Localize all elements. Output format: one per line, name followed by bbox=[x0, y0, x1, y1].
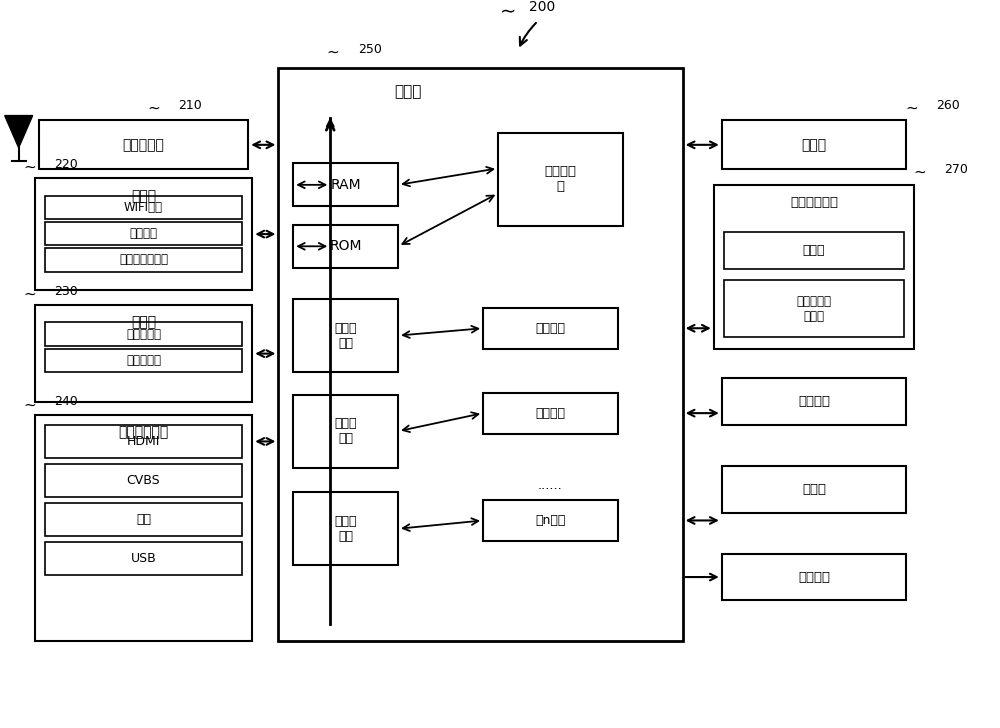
Text: 第一接口: 第一接口 bbox=[535, 322, 565, 335]
Text: ......: ...... bbox=[538, 479, 562, 492]
Bar bbox=[483, 500, 618, 541]
Text: 260: 260 bbox=[936, 99, 960, 111]
Text: 250: 250 bbox=[358, 43, 382, 56]
Bar bbox=[483, 308, 618, 349]
Text: ∼: ∼ bbox=[913, 165, 926, 180]
Text: 供电电源: 供电电源 bbox=[798, 395, 830, 408]
Text: 用户接口: 用户接口 bbox=[798, 571, 830, 584]
Bar bbox=[722, 120, 906, 169]
Bar bbox=[45, 222, 242, 245]
Bar bbox=[45, 542, 242, 575]
Text: 音频输出接口: 音频输出接口 bbox=[790, 196, 838, 209]
Text: ∼: ∼ bbox=[327, 45, 340, 60]
Text: 存储器: 存储器 bbox=[802, 483, 826, 496]
Text: ∼: ∼ bbox=[147, 100, 160, 116]
Text: ∼: ∼ bbox=[23, 397, 36, 412]
Bar bbox=[293, 163, 398, 206]
Text: 扬声器: 扬声器 bbox=[803, 244, 825, 257]
Bar bbox=[45, 323, 242, 346]
Text: ∼: ∼ bbox=[905, 100, 918, 116]
Text: 调谐解调器: 调谐解调器 bbox=[123, 138, 164, 152]
Bar bbox=[498, 133, 623, 226]
Text: 230: 230 bbox=[55, 285, 78, 298]
Bar bbox=[293, 225, 398, 268]
Bar bbox=[722, 466, 906, 513]
Polygon shape bbox=[5, 116, 33, 148]
Text: 第n接口: 第n接口 bbox=[535, 514, 566, 527]
Text: 音频处
理器: 音频处 理器 bbox=[334, 515, 357, 543]
Text: 外接音响输
出端子: 外接音响输 出端子 bbox=[797, 295, 832, 323]
Text: 分量: 分量 bbox=[136, 513, 151, 526]
Text: 视频处
理器: 视频处 理器 bbox=[334, 322, 357, 349]
Text: CVBS: CVBS bbox=[127, 474, 160, 487]
Text: 声音采集器: 声音采集器 bbox=[126, 328, 161, 341]
Text: WIFI模块: WIFI模块 bbox=[124, 201, 163, 214]
Bar bbox=[35, 415, 252, 641]
Text: 中央处理
器: 中央处理 器 bbox=[544, 165, 576, 194]
Bar bbox=[278, 68, 683, 641]
Text: 270: 270 bbox=[944, 163, 968, 176]
Text: 第二接口: 第二接口 bbox=[535, 407, 565, 419]
Bar bbox=[714, 185, 914, 349]
Bar bbox=[45, 425, 242, 458]
Text: 240: 240 bbox=[55, 395, 78, 408]
Bar bbox=[722, 378, 906, 425]
Bar bbox=[35, 178, 252, 290]
Text: HDMI: HDMI bbox=[127, 435, 160, 448]
Text: 蓝牙模块: 蓝牙模块 bbox=[129, 227, 157, 240]
Bar bbox=[293, 395, 398, 468]
Bar bbox=[35, 305, 252, 403]
Text: ∼: ∼ bbox=[23, 287, 36, 302]
Bar bbox=[39, 120, 248, 169]
Text: 控制器: 控制器 bbox=[394, 84, 421, 100]
Bar bbox=[45, 464, 242, 497]
Bar bbox=[45, 503, 242, 536]
Bar bbox=[45, 248, 242, 272]
Text: 有线以太网模块: 有线以太网模块 bbox=[119, 253, 168, 266]
Text: RAM: RAM bbox=[330, 178, 361, 191]
Bar bbox=[724, 232, 904, 269]
Bar bbox=[293, 299, 398, 372]
Bar bbox=[45, 349, 242, 372]
Text: 外部装置接口: 外部装置接口 bbox=[118, 426, 169, 440]
Bar bbox=[293, 492, 398, 566]
Text: 显示器: 显示器 bbox=[802, 138, 827, 152]
Bar bbox=[45, 196, 242, 219]
Text: 检测器: 检测器 bbox=[131, 315, 156, 329]
Text: 210: 210 bbox=[178, 99, 202, 111]
Text: 通信器: 通信器 bbox=[131, 189, 156, 204]
Text: 图像采集器: 图像采集器 bbox=[126, 354, 161, 367]
Text: ROM: ROM bbox=[329, 240, 362, 253]
Text: USB: USB bbox=[131, 552, 156, 565]
Bar bbox=[724, 280, 904, 337]
Text: ∼: ∼ bbox=[23, 160, 36, 175]
Bar bbox=[483, 392, 618, 434]
Text: 220: 220 bbox=[55, 158, 78, 171]
Text: ∼: ∼ bbox=[500, 2, 516, 21]
Text: 200: 200 bbox=[529, 0, 555, 14]
Text: 图形处
理器: 图形处 理器 bbox=[334, 417, 357, 446]
Bar bbox=[722, 553, 906, 601]
